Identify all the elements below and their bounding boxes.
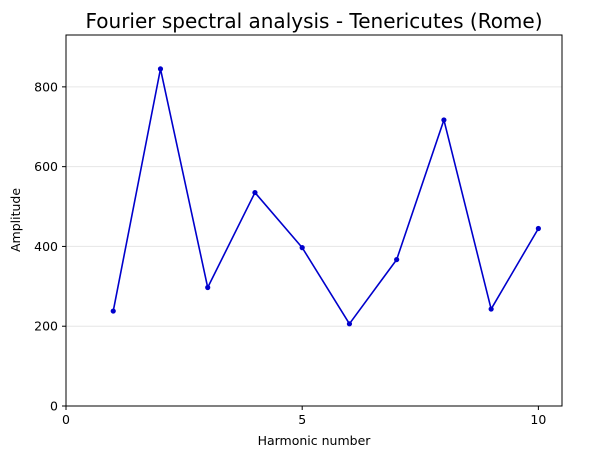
series-line — [112, 68, 540, 325]
grid-lines — [66, 86, 562, 407]
data-point — [394, 256, 400, 263]
data-point — [441, 117, 447, 123]
x-tick-label: 10 — [530, 412, 546, 427]
x-tick-label: 5 — [298, 412, 306, 427]
data-point — [157, 66, 164, 72]
data-point — [205, 284, 211, 291]
x-axis-ticks: 0 5 10 — [62, 406, 546, 427]
y-tick-label: 800 — [34, 79, 58, 94]
data-point — [110, 308, 116, 314]
chart-title: Fourier spectral analysis - Tenericutes … — [85, 9, 542, 33]
x-axis-label: Harmonic number — [258, 433, 372, 448]
plot-frame — [65, 34, 563, 407]
y-tick-label: 0 — [50, 399, 58, 414]
data-point — [535, 225, 541, 232]
y-tick-label: 400 — [34, 239, 58, 254]
data-point — [346, 321, 353, 327]
data-point — [252, 189, 258, 196]
y-axis-ticks: 0 200 400 600 800 — [34, 79, 66, 414]
x-tick-label: 0 — [62, 412, 70, 427]
y-tick-label: 200 — [34, 319, 58, 334]
series-group — [110, 66, 541, 327]
data-point — [299, 245, 305, 251]
y-axis-label: Amplitude — [8, 188, 23, 252]
y-tick-label: 600 — [34, 159, 58, 174]
data-point — [488, 306, 494, 312]
